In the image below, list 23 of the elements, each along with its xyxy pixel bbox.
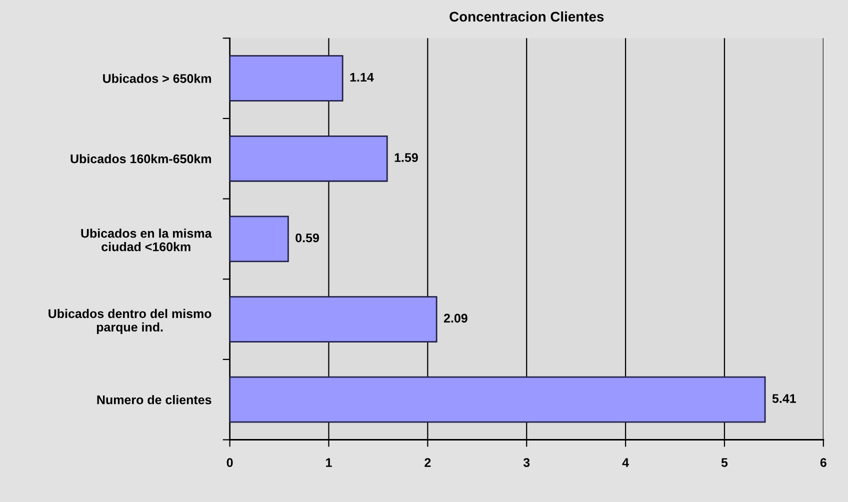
data-label: 5.41 [772, 394, 796, 403]
y-tick-label: Ubicados dentro del mismo parque ind. [48, 308, 212, 334]
y-tick-label: Ubicados 160km-650km [70, 154, 211, 164]
x-tick-label: 4 [622, 458, 629, 467]
x-tick-label: 1 [326, 458, 332, 467]
x-tick-label: 5 [721, 458, 728, 467]
data-label: 2.09 [444, 314, 468, 323]
x-tick-label: 2 [424, 458, 431, 467]
bar [230, 135, 388, 182]
y-tick-label: Ubicados en la misma ciudad <160km [81, 228, 212, 252]
x-tick-label: 0 [226, 458, 233, 467]
data-label: 1.59 [394, 153, 418, 162]
bar [230, 376, 766, 423]
data-label: 0.59 [296, 233, 319, 242]
y-tick-label: Ubicados > 650km [103, 74, 211, 83]
x-tick-label: 6 [820, 458, 826, 467]
bar [230, 216, 289, 262]
data-label: 1.14 [350, 72, 374, 82]
chart-title: Concentracion Clientes [450, 11, 604, 22]
bar [230, 55, 344, 102]
y-tick-label: Numero de clientes [97, 395, 212, 404]
bar [230, 296, 438, 342]
x-tick-label: 3 [523, 458, 530, 468]
